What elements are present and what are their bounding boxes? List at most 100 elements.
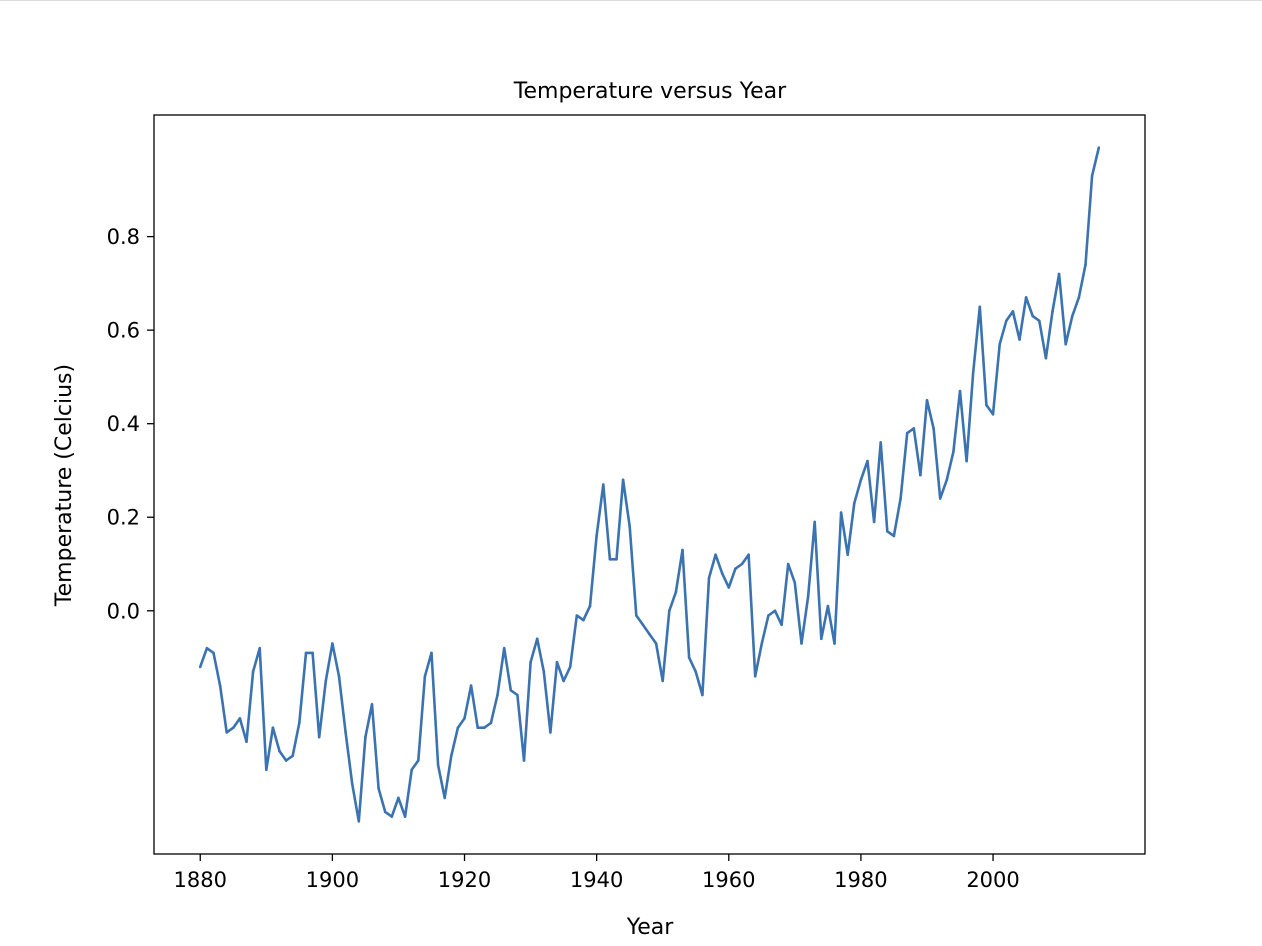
data-point [258, 646, 262, 650]
y-tick-label: 0.2 [107, 506, 140, 530]
data-point [344, 731, 347, 734]
data-point [866, 459, 869, 463]
data-point [767, 614, 770, 617]
data-point [701, 693, 704, 697]
x-tick-label: 1940 [570, 868, 623, 892]
plot-area-frame [153, 114, 1146, 855]
data-point [932, 427, 935, 430]
data-point [377, 787, 380, 790]
data-point [337, 675, 341, 678]
data-point [575, 614, 579, 617]
data-point [456, 726, 460, 729]
data-point [298, 721, 301, 725]
data-point [588, 604, 592, 608]
x-tick-label: 1920 [438, 868, 491, 892]
y-tick-label: 0.8 [107, 225, 140, 249]
data-point [450, 754, 453, 758]
data-point [800, 642, 803, 645]
data-point [1044, 356, 1048, 360]
data-point [535, 637, 539, 641]
data-point [502, 646, 506, 650]
data-point [284, 759, 288, 762]
data-point [641, 623, 645, 627]
data-point [417, 759, 420, 762]
data-point [839, 511, 843, 514]
data-point [628, 525, 631, 528]
data-point [635, 614, 638, 617]
data-point [469, 684, 473, 687]
data-point [568, 665, 572, 669]
data-point [278, 749, 281, 753]
chart-title: Temperature versus Year [513, 79, 787, 104]
data-point [615, 558, 618, 561]
data-point [311, 651, 314, 655]
x-tick-label: 1980 [834, 868, 887, 892]
data-point [919, 473, 922, 477]
y-tick-label: 0.6 [107, 319, 140, 343]
data-point [760, 642, 764, 645]
data-point [350, 782, 354, 786]
data-point [820, 637, 823, 641]
data-point [304, 651, 308, 655]
data-point [364, 735, 367, 739]
data-point [786, 562, 790, 566]
y-axis: 0.0 0.2 0.4 0.6 0.8 [107, 225, 154, 623]
data-point [714, 553, 717, 556]
data-point [681, 548, 684, 552]
data-point [1064, 342, 1067, 346]
data-point [958, 389, 962, 393]
data-point [489, 721, 493, 725]
data-point [238, 717, 242, 720]
data-point [661, 679, 664, 683]
data-point [971, 370, 975, 374]
data-point [734, 567, 737, 570]
data-point [886, 530, 889, 533]
data-point [938, 497, 942, 500]
data-point [694, 670, 697, 673]
data-point [1005, 319, 1008, 323]
x-tick-label: 2000 [966, 868, 1019, 892]
data-point [516, 693, 519, 697]
x-axis: 1880 1900 1920 1940 1960 1980 2000 [174, 854, 1020, 892]
data-point [1024, 296, 1028, 299]
data-point [747, 553, 750, 556]
data-point [899, 497, 902, 500]
data-point [245, 740, 248, 743]
y-tick-label: 0.4 [107, 412, 140, 436]
data-point [793, 581, 797, 584]
data-point [879, 441, 882, 444]
data-point [806, 595, 810, 599]
data-point [198, 665, 202, 669]
data-point [205, 646, 209, 650]
data-point [1011, 310, 1015, 313]
data-point [998, 342, 1001, 346]
data-point [925, 399, 929, 402]
data-point [549, 731, 552, 734]
data-point [317, 735, 321, 739]
data-point [621, 478, 625, 482]
y-axis-label: Temperature (Celcius) [52, 364, 77, 607]
data-point [271, 726, 275, 729]
data-point [476, 726, 480, 729]
data-point [602, 483, 605, 486]
data-point [443, 796, 447, 800]
data-point [483, 726, 486, 729]
temperature-series-line [198, 147, 1101, 823]
data-point [912, 427, 916, 430]
data-point [859, 478, 863, 482]
data-point [1084, 263, 1087, 267]
data-point [291, 754, 295, 758]
data-points [198, 146, 1101, 823]
data-point [331, 642, 334, 645]
data-point [978, 305, 982, 309]
x-tick-label: 1960 [702, 868, 755, 892]
data-point [608, 558, 612, 561]
data-point [985, 403, 988, 407]
data-point [232, 726, 235, 729]
data-point [496, 693, 499, 697]
data-point [1038, 319, 1041, 323]
data-point [753, 675, 757, 678]
data-point [813, 520, 816, 524]
data-point [965, 459, 968, 463]
